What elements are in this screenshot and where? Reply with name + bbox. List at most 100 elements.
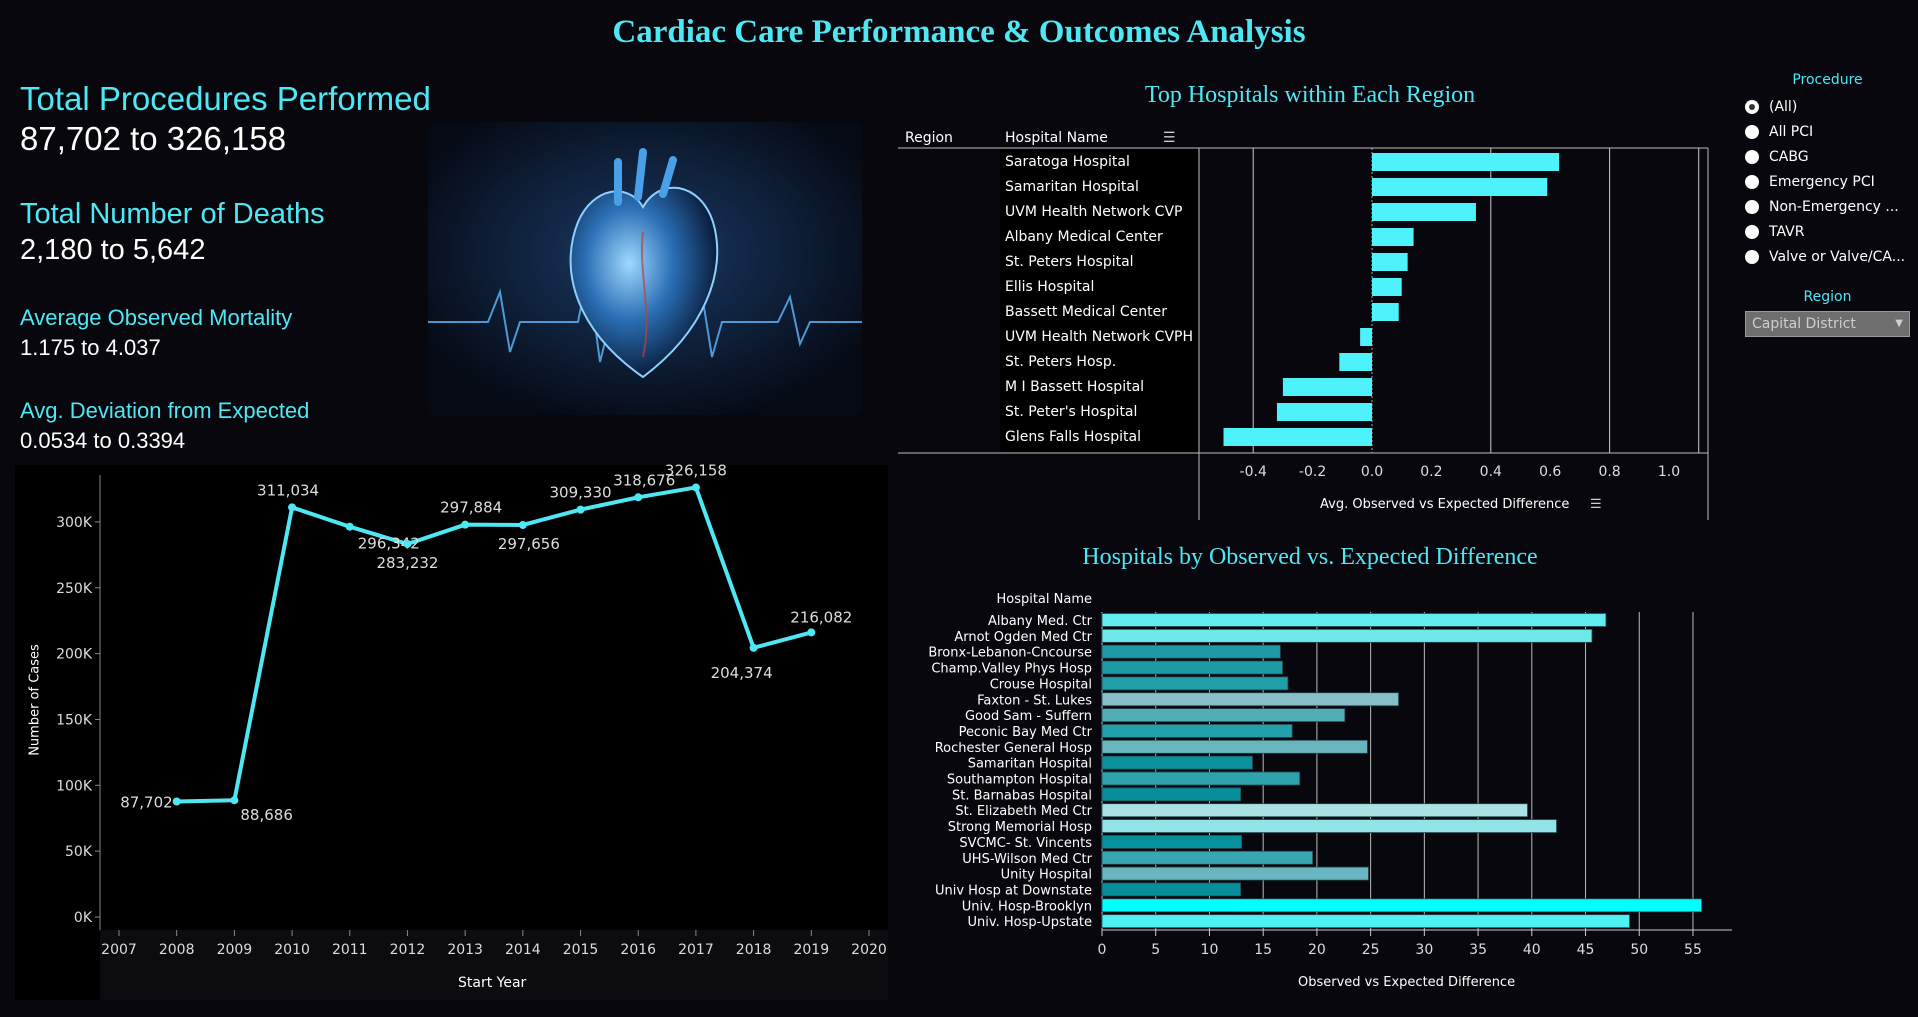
bar <box>1101 803 1528 818</box>
procedure-option[interactable]: TAVR <box>1745 219 1910 244</box>
y-tick-label: 250K <box>56 581 93 597</box>
data-point <box>807 628 816 637</box>
bar <box>1101 835 1243 849</box>
cases-line-chart-panel <box>15 465 888 1000</box>
kpi-mortality-value: 1.175 to 4.037 <box>20 335 161 360</box>
bar <box>1372 228 1414 246</box>
x-tick-label: -0.4 <box>1240 464 1267 480</box>
cases-line <box>176 485 812 804</box>
bar <box>1339 353 1372 371</box>
hospital-label: Albany Medical Center <box>1005 229 1163 245</box>
x-tick-label: 0.2 <box>1420 464 1442 480</box>
bar <box>1101 724 1293 738</box>
x-tick-label: 1.0 <box>1658 464 1680 480</box>
hospital-label: UVM Health Network CVPH <box>1005 329 1193 345</box>
hospital-label: Univ. Hosp-Brooklyn <box>962 899 1092 914</box>
hospital-name-column-header: Hospital Name <box>1005 130 1108 146</box>
bar <box>1101 787 1242 802</box>
y-tick-label: 150K <box>56 712 93 728</box>
region-filter-title: Region <box>1803 289 1852 305</box>
data-point <box>576 505 585 514</box>
hospital-label: UVM Health Network CVP <box>1005 204 1182 220</box>
line-x-axis-title: Start Year <box>458 975 527 991</box>
hospital-label: Samaritan Hospital <box>968 757 1092 772</box>
hospital-label: Albany Med. Ctr <box>988 614 1093 629</box>
bar <box>1101 850 1314 865</box>
hospital-label: Crouse Hospital <box>990 677 1092 692</box>
data-point <box>461 520 470 529</box>
procedure-filter-title: Procedure <box>1792 72 1863 88</box>
hospital-label: Unity Hospital <box>1001 868 1092 883</box>
x-tick-label: 20 <box>1308 942 1326 958</box>
y-tick-label: 300K <box>56 515 93 531</box>
procedure-option[interactable]: Emergency PCI <box>1745 169 1910 194</box>
x-tick-label: 45 <box>1577 942 1595 958</box>
procedure-option[interactable]: CABG <box>1745 144 1910 169</box>
bar <box>1276 403 1372 421</box>
data-point <box>230 796 239 805</box>
radio-button-icon[interactable] <box>1745 249 1759 264</box>
bar <box>1101 676 1289 691</box>
procedure-option-label: Valve or Valve/CA... <box>1769 248 1906 265</box>
x-tick-label: 40 <box>1523 942 1541 958</box>
region-dropdown[interactable]: Capital District ▼ <box>1745 311 1910 337</box>
x-tick-label: 2017 <box>678 942 714 958</box>
procedure-option-label: Emergency PCI <box>1769 173 1875 190</box>
x-tick-label: 2015 <box>563 942 599 958</box>
bar <box>1101 914 1630 929</box>
x-tick-label: 0.4 <box>1480 464 1502 480</box>
hospital-label: Arnot Ogden Med Ctr <box>954 630 1092 645</box>
radio-button-icon[interactable] <box>1745 149 1759 164</box>
x-tick-label: 5 <box>1151 942 1160 958</box>
procedure-option[interactable]: (All) <box>1745 94 1910 119</box>
bar <box>1101 755 1253 770</box>
hospital-label: UHS-Wilson Med Ctr <box>962 852 1092 867</box>
hospital-label: Rochester General Hosp <box>935 741 1092 756</box>
bar <box>1372 203 1476 221</box>
radio-button-icon[interactable] <box>1745 99 1759 114</box>
hospital-label: Univ Hosp at Downstate <box>935 883 1092 898</box>
kpi-procedures-label: Total Procedures Performed <box>20 80 431 117</box>
procedure-option[interactable]: Valve or Valve/CA... <box>1745 244 1910 269</box>
bar <box>1101 819 1557 833</box>
radio-button-icon[interactable] <box>1745 224 1759 239</box>
x-tick-label: 0.0 <box>1361 464 1383 480</box>
bar <box>1282 378 1372 396</box>
x-tick-label: 2014 <box>505 942 541 958</box>
dashboard-title: Cardiac Care Performance & Outcomes Anal… <box>612 14 1306 50</box>
bar <box>1360 328 1372 346</box>
procedure-option-label: CABG <box>1769 148 1809 165</box>
bottom-hospital-name-header: Hospital Name <box>996 592 1092 607</box>
chevron-down-icon: ▼ <box>1895 318 1903 329</box>
y-tick-label: 50K <box>65 844 93 860</box>
x-tick-label: 2007 <box>101 942 137 958</box>
hospital-label: St. Barnabas Hospital <box>952 788 1092 803</box>
cases-line-chart: 0K 50K 100K 150K 200K 250K 300K 2007 2008 2009 201… <box>56 461 888 1000</box>
radio-button-icon[interactable] <box>1745 124 1759 139</box>
hospital-label: Bronx-Lebanon-Cncourse <box>928 646 1092 661</box>
sort-icon[interactable]: ☰ <box>1163 129 1176 145</box>
hospital-label: Ellis Hospital <box>1005 279 1094 295</box>
hospital-label: Saratoga Hospital <box>1005 154 1130 170</box>
data-label: 204,374 <box>711 664 773 682</box>
x-tick-label: 0.8 <box>1598 464 1620 480</box>
sort-axis-icon[interactable]: ☰ <box>1590 496 1602 511</box>
heart-image <box>428 122 862 415</box>
procedure-radio-group: (All) All PCI CABG Emergency PCI Non-Emergen… <box>1745 94 1910 269</box>
region-column-header: Region <box>905 130 953 146</box>
region-dropdown-value: Capital District <box>1752 316 1856 332</box>
radio-button-icon[interactable] <box>1745 199 1759 214</box>
x-tick-label: 2008 <box>159 942 195 958</box>
procedure-option[interactable]: Non-Emergency ... <box>1745 194 1910 219</box>
kpi-procedures-value: 87,702 to 326,158 <box>20 120 287 157</box>
radio-button-icon[interactable] <box>1745 174 1759 189</box>
obs-vs-exp-title: Hospitals by Observed vs. Expected Diffe… <box>1082 544 1538 570</box>
bar <box>1101 660 1283 675</box>
hospital-label: Univ. Hosp-Upstate <box>968 915 1092 930</box>
hospital-label: Samaritan Hospital <box>1005 179 1139 195</box>
procedure-option[interactable]: All PCI <box>1745 119 1910 144</box>
data-point <box>288 503 297 512</box>
data-label: 283,232 <box>376 554 438 572</box>
data-label: 326,158 <box>665 461 727 479</box>
